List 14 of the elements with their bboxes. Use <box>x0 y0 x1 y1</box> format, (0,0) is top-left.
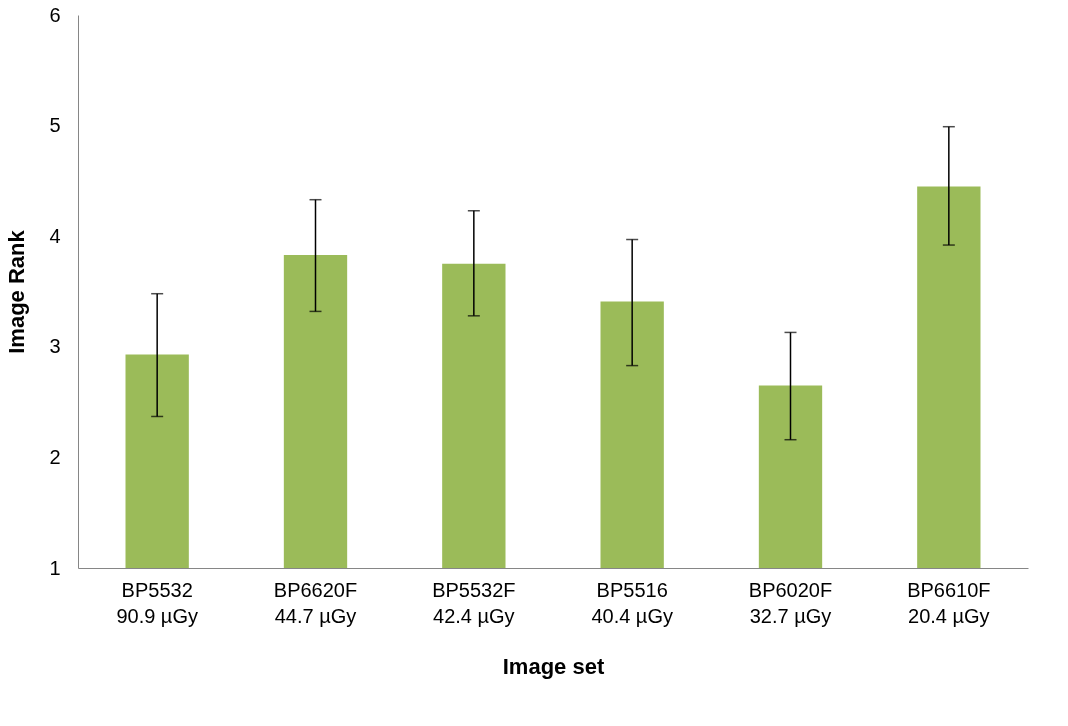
x-tick-label: BP6610F 20.4 µGy <box>907 578 991 627</box>
x-axis-title: Image set <box>502 653 605 679</box>
x-tick-label: BP6620F 44.7 µGy <box>273 578 358 627</box>
x-tick-label: BP5532F 42.4 µGy <box>432 578 516 627</box>
x-tick-label: BP5516 40.4 µGy <box>591 578 673 627</box>
y-tick-label: 4 <box>49 224 61 247</box>
y-tick-label: 6 <box>49 3 61 26</box>
y-tick-label: 2 <box>49 445 61 468</box>
x-tick-label: BP5532 90.9 µGy <box>116 578 198 627</box>
y-tick-label: 3 <box>49 335 61 358</box>
y-axis-title: Image Rank <box>4 229 30 354</box>
x-tick-label: BP6020F 32.7 µGy <box>748 578 833 627</box>
y-tick-label: 5 <box>49 114 61 137</box>
y-tick-label: 1 <box>49 556 61 579</box>
